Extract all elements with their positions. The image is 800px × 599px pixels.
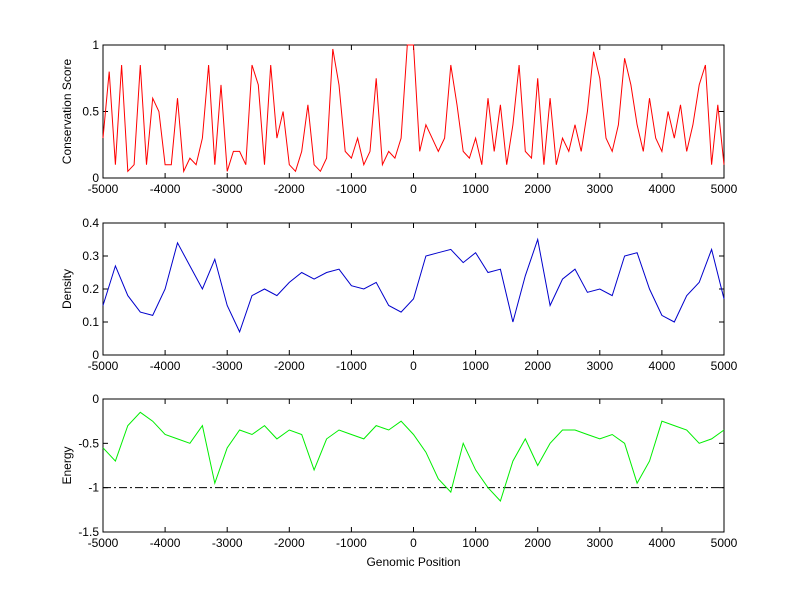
x-tick-label: -5000 (88, 536, 119, 550)
x-tick-label: 3000 (586, 536, 613, 550)
x-tick-label: -3000 (212, 536, 243, 550)
x-tick-label: -4000 (150, 359, 181, 373)
axes-frame (102, 398, 725, 533)
y-tick-label: -1.5 (78, 525, 99, 539)
axes-frame (102, 44, 725, 179)
x-tick-label: 5000 (711, 359, 738, 373)
x-tick-label: 5000 (711, 536, 738, 550)
x-tick-label: -1000 (336, 536, 367, 550)
x-tick-label: 2000 (524, 536, 551, 550)
y-tick-label: 0.2 (82, 282, 99, 296)
x-tick-label: 2000 (524, 359, 551, 373)
axes-frame (102, 222, 725, 356)
x-tick-label: 1000 (462, 536, 489, 550)
y-tick-label: 0.5 (82, 105, 99, 119)
y-tick-label: 0 (92, 392, 99, 406)
data-line (102, 411, 725, 502)
y-tick-label: 0 (92, 348, 99, 362)
x-tick-label: -1000 (336, 182, 367, 196)
y-axis-label: Energy (60, 446, 74, 484)
y-tick-label: -1 (88, 481, 99, 495)
y-tick-label: -0.5 (78, 436, 99, 450)
x-tick-label: -5000 (88, 359, 119, 373)
x-tick-label: 5000 (711, 182, 738, 196)
x-tick-label: -1000 (336, 359, 367, 373)
x-tick-label: 0 (410, 536, 417, 550)
x-tick-label: 4000 (649, 359, 676, 373)
y-tick-label: 0 (92, 171, 99, 185)
x-axis-label: Genomic Position (366, 555, 460, 569)
x-tick-label: 4000 (649, 182, 676, 196)
x-tick-label: -2000 (274, 182, 305, 196)
x-tick-label: -4000 (150, 182, 181, 196)
x-tick-label: 3000 (586, 359, 613, 373)
x-tick-label: -4000 (150, 536, 181, 550)
y-tick-label: 0.4 (82, 216, 99, 230)
x-tick-label: 1000 (462, 182, 489, 196)
x-tick-label: -3000 (212, 182, 243, 196)
y-tick-label: 1 (92, 38, 99, 52)
y-tick-label: 0.3 (82, 249, 99, 263)
x-tick-label: -2000 (274, 359, 305, 373)
y-axis-label: Density (60, 269, 74, 309)
y-tick-label: 0.1 (82, 315, 99, 329)
x-tick-label: 3000 (586, 182, 613, 196)
x-tick-label: 1000 (462, 359, 489, 373)
x-tick-label: -5000 (88, 182, 119, 196)
y-axis-label: Conservation Score (60, 58, 74, 164)
x-tick-label: 2000 (524, 182, 551, 196)
x-tick-label: 0 (410, 182, 417, 196)
x-tick-label: 0 (410, 359, 417, 373)
x-tick-label: -2000 (274, 536, 305, 550)
x-tick-label: -3000 (212, 359, 243, 373)
data-line (102, 44, 725, 174)
x-tick-label: 4000 (649, 536, 676, 550)
data-line (102, 237, 725, 334)
